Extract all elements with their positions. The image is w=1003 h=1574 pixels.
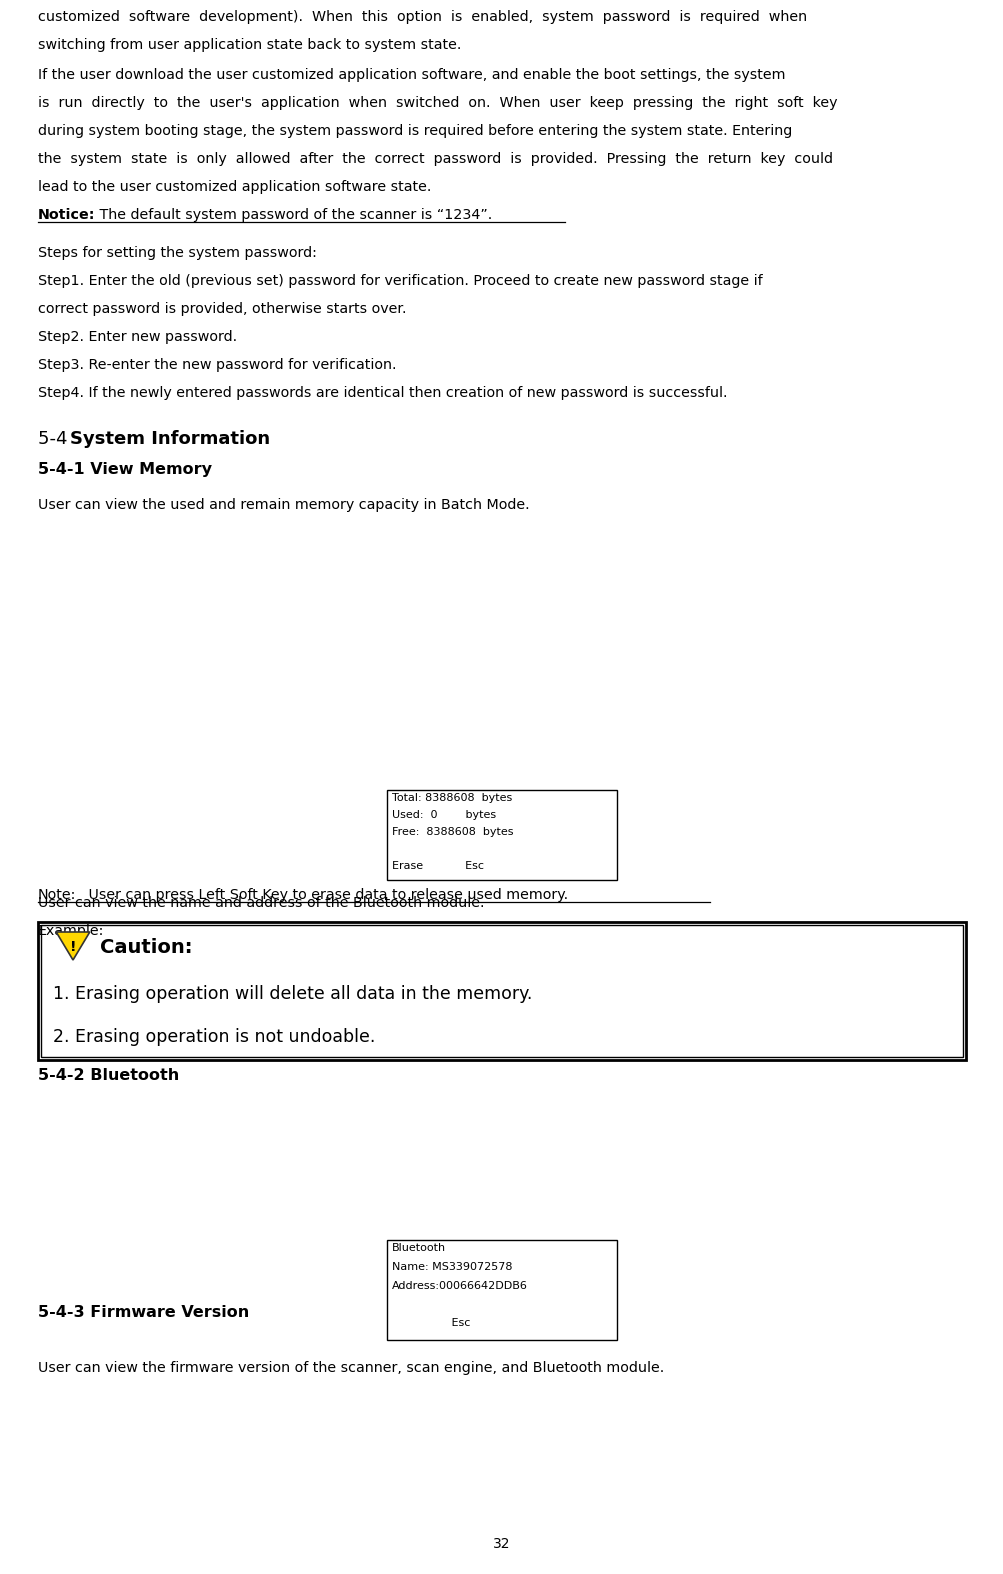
- Text: 5-4: 5-4: [38, 430, 73, 449]
- Text: Step4. If the newly entered passwords are identical then creation of new passwor: Step4. If the newly entered passwords ar…: [38, 386, 727, 400]
- Text: 5-4-2 Bluetooth: 5-4-2 Bluetooth: [38, 1069, 180, 1083]
- Text: Bluetooth: Bluetooth: [391, 1243, 445, 1253]
- Text: 5-4-3 Firmware Version: 5-4-3 Firmware Version: [38, 1305, 249, 1321]
- Text: 32: 32: [492, 1536, 511, 1550]
- Text: during system booting stage, the system password is required before entering the: during system booting stage, the system …: [38, 124, 791, 139]
- Text: 5-4-1 View Memory: 5-4-1 View Memory: [38, 463, 212, 477]
- Text: User can view the firmware version of the scanner, scan engine, and Bluetooth mo: User can view the firmware version of th…: [38, 1362, 664, 1376]
- Text: Esc: Esc: [391, 1319, 470, 1328]
- FancyBboxPatch shape: [41, 926, 962, 1058]
- FancyBboxPatch shape: [386, 1240, 617, 1339]
- Text: Free:  8388608  bytes: Free: 8388608 bytes: [391, 826, 513, 837]
- Text: Notice:: Notice:: [38, 208, 95, 222]
- FancyBboxPatch shape: [386, 790, 617, 880]
- Text: Name: MS339072578: Name: MS339072578: [391, 1262, 512, 1272]
- Text: correct password is provided, otherwise starts over.: correct password is provided, otherwise …: [38, 302, 406, 316]
- Text: Step3. Re-enter the new password for verification.: Step3. Re-enter the new password for ver…: [38, 357, 396, 371]
- Text: Used:  0        bytes: Used: 0 bytes: [391, 811, 495, 820]
- Text: Example:: Example:: [38, 924, 104, 938]
- Text: Total: 8388608  bytes: Total: 8388608 bytes: [391, 793, 512, 803]
- Text: Step2. Enter new password.: Step2. Enter new password.: [38, 331, 237, 345]
- Text: Address:00066642DDB6: Address:00066642DDB6: [391, 1281, 528, 1291]
- Text: User can view the name and address of the Bluetooth module.: User can view the name and address of th…: [38, 896, 484, 910]
- Text: User can view the used and remain memory capacity in Batch Mode.: User can view the used and remain memory…: [38, 497, 530, 512]
- Text: lead to the user customized application software state.: lead to the user customized application …: [38, 179, 431, 194]
- Text: the  system  state  is  only  allowed  after  the  correct  password  is  provid: the system state is only allowed after t…: [38, 153, 832, 165]
- Polygon shape: [56, 932, 89, 960]
- FancyBboxPatch shape: [38, 922, 965, 1059]
- Text: 2. Erasing operation is not undoable.: 2. Erasing operation is not undoable.: [53, 1028, 375, 1047]
- Text: customized  software  development).  When  this  option  is  enabled,  system  p: customized software development). When t…: [38, 9, 806, 24]
- Text: If the user download the user customized application software, and enable the bo: If the user download the user customized…: [38, 68, 784, 82]
- Text: 1. Erasing operation will delete all data in the memory.: 1. Erasing operation will delete all dat…: [53, 985, 532, 1003]
- Text: Erase            Esc: Erase Esc: [391, 861, 483, 870]
- Text: Caution:: Caution:: [100, 938, 193, 957]
- Text: User can press Left Soft Key to erase data to release used memory.: User can press Left Soft Key to erase da…: [84, 888, 568, 902]
- Text: Step1. Enter the old (previous set) password for verification. Proceed to create: Step1. Enter the old (previous set) pass…: [38, 274, 762, 288]
- Text: is  run  directly  to  the  user's  application  when  switched  on.  When  user: is run directly to the user's applicatio…: [38, 96, 837, 110]
- Text: !: !: [69, 940, 76, 954]
- Text: Note:: Note:: [38, 888, 76, 902]
- Text: switching from user application state back to system state.: switching from user application state ba…: [38, 38, 461, 52]
- Text: Steps for setting the system password:: Steps for setting the system password:: [38, 246, 317, 260]
- Text: System Information: System Information: [70, 430, 270, 449]
- Text: The default system password of the scanner is “1234”.: The default system password of the scann…: [95, 208, 491, 222]
